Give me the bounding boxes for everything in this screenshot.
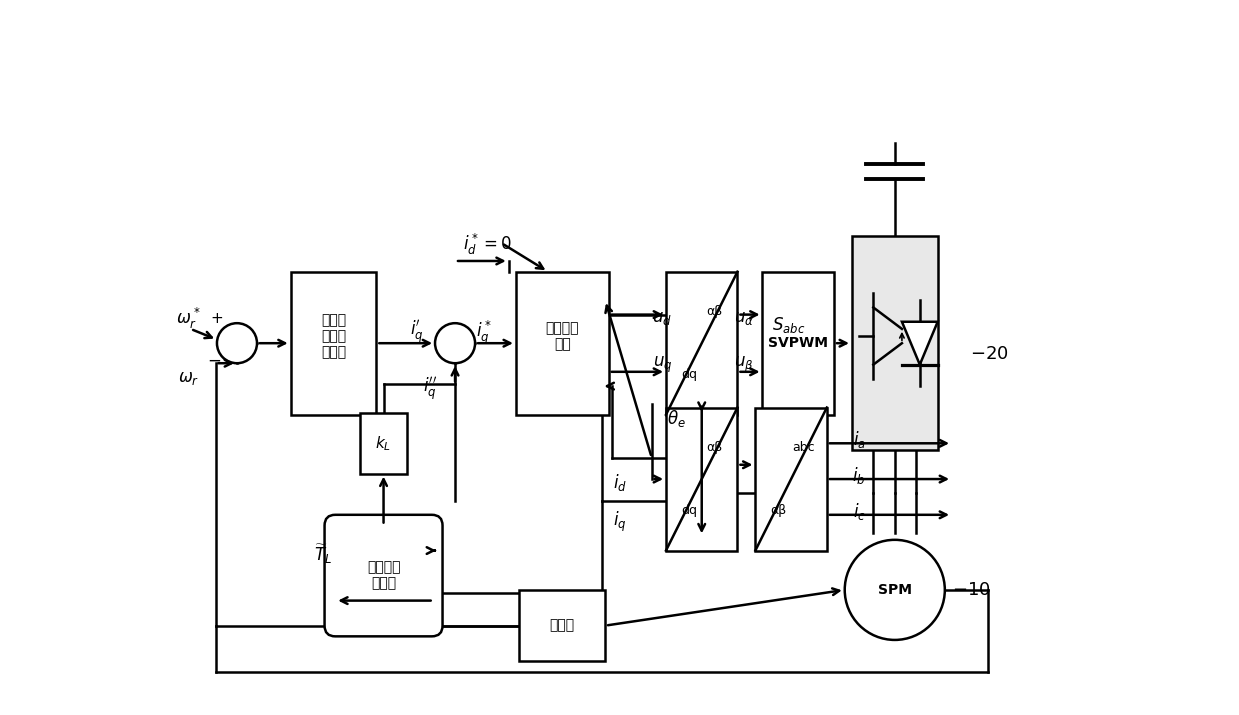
Text: $k_L$: $k_L$ [375,434,392,453]
Text: $i_q^*$: $i_q^*$ [476,318,492,347]
Text: $u_\alpha$: $u_\alpha$ [733,309,753,327]
Text: αβ: αβ [706,305,722,318]
Text: 编码器: 编码器 [550,618,575,633]
Text: $\theta_e$: $\theta_e$ [668,408,686,429]
Text: SPM: SPM [877,583,912,597]
Bar [291,272,377,415]
Text: $S_{abc}$: $S_{abc}$ [772,315,805,335]
Circle shape [845,540,945,640]
Circle shape [435,323,475,363]
Bar [852,236,938,450]
Text: $u_d$: $u_d$ [653,309,673,327]
Text: 扩张状态
观测器: 扩张状态 观测器 [367,561,400,591]
Text: $\omega_r^*$: $\omega_r^*$ [176,305,201,331]
Circle shape [217,323,256,363]
Text: $i_c$: $i_c$ [852,500,866,522]
Text: dq: dq [681,368,696,381]
Text: $i_b$: $i_b$ [852,465,866,486]
FancyBboxPatch shape [325,515,442,636]
Text: $\omega_r$: $\omega_r$ [177,368,199,387]
Bar [519,590,605,661]
Text: $\widetilde{T}_L$: $\widetilde{T}_L$ [313,542,332,566]
Bar [515,272,608,415]
Text: dq: dq [681,504,696,517]
Text: +: + [211,311,223,325]
Text: $u_\beta$: $u_\beta$ [735,355,753,375]
Text: $i_q'$: $i_q'$ [410,319,424,346]
Text: $u_q$: $u_q$ [653,355,672,375]
Bar [361,413,406,474]
Text: SVPWM: SVPWM [768,336,828,350]
Text: $i_a$: $i_a$ [852,429,866,450]
Text: $i_q''$: $i_q''$ [422,376,437,403]
Text: $-$20: $-$20 [970,345,1009,363]
Text: $-$10: $-$10 [952,581,991,599]
Bar [667,408,737,551]
Bar [762,272,834,415]
Text: αβ: αβ [706,441,722,454]
Text: abc: abc [793,441,815,454]
Bar [667,272,737,415]
Text: $i_d^* = 0$: $i_d^* = 0$ [463,232,512,257]
Text: $i_d$: $i_d$ [613,472,627,493]
Bar [756,408,826,551]
Polygon shape [902,322,938,365]
Text: $-$: $-$ [207,350,222,369]
Text: αβ: αβ [771,504,787,517]
Text: 二阶终
端滑模
控制器: 二阶终 端滑模 控制器 [321,313,346,359]
Text: $i_q$: $i_q$ [613,510,627,534]
Text: 无差拍控
制器: 无差拍控 制器 [545,321,579,351]
